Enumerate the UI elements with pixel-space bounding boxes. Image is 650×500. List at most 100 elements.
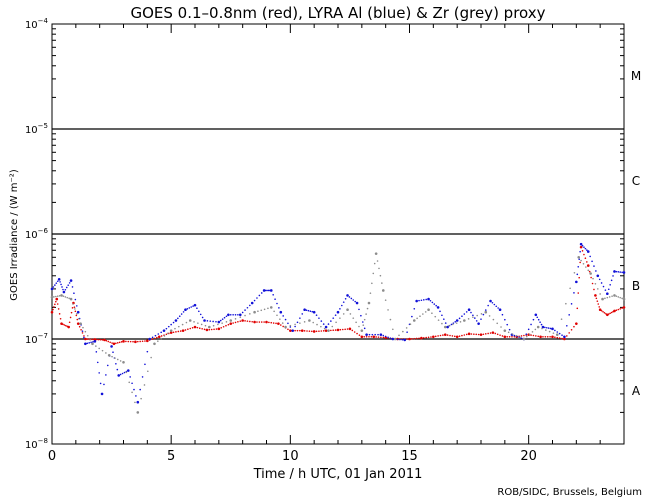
data-point-fill <box>544 326 546 329</box>
data-point-fill <box>487 332 489 335</box>
data-point-fill <box>617 296 620 298</box>
data-point-fill <box>86 334 89 337</box>
data-point-fill <box>363 327 366 330</box>
data-point-fill <box>279 318 281 320</box>
data-point <box>613 309 616 313</box>
data-point <box>69 279 73 282</box>
data-point-fill <box>116 342 119 344</box>
data-point-fill <box>141 376 144 378</box>
data-point-fill <box>566 335 568 337</box>
data-point-fill <box>74 308 76 310</box>
data-point-fill <box>165 327 168 330</box>
data-point-fill <box>143 384 146 386</box>
data-point <box>355 301 359 305</box>
data-point-fill <box>212 324 215 327</box>
data-point-fill <box>114 357 116 359</box>
data-point-fill <box>344 297 347 300</box>
data-point-fill <box>583 253 585 256</box>
data-point-fill <box>480 313 483 315</box>
data-point-fill <box>260 292 263 294</box>
data-point <box>253 310 256 314</box>
data-point-fill <box>418 337 420 340</box>
data-point <box>503 335 507 339</box>
data-point-fill <box>151 338 153 341</box>
data-point-fill <box>425 298 427 301</box>
data-point-fill <box>323 327 326 330</box>
data-point <box>193 325 197 329</box>
data-point-fill <box>308 330 311 332</box>
data-point <box>193 303 197 307</box>
y-tick-label: 10−4 <box>25 17 49 31</box>
data-point-fill <box>258 321 261 323</box>
data-point <box>169 329 173 332</box>
data-point-fill <box>237 320 239 323</box>
data-point-fill <box>593 265 595 267</box>
data-point <box>346 308 349 312</box>
data-point-fill <box>431 301 434 304</box>
data-point-fill <box>165 333 168 336</box>
data-point-fill <box>389 318 392 321</box>
data-point-fill <box>477 333 480 336</box>
plot-area: 0 5 10 15 20 10−8 10−7 10−6 10−5 10−4 A B C M <box>25 17 641 464</box>
data-point-fill <box>371 333 374 336</box>
data-point-fill <box>455 322 458 324</box>
data-point <box>427 308 430 312</box>
data-point-fill <box>525 335 528 338</box>
data-point-fill <box>90 341 92 344</box>
x-tick-label: 15 <box>401 449 418 464</box>
data-point <box>367 301 371 305</box>
data-point-fill <box>123 371 126 374</box>
data-point-fill <box>306 330 308 332</box>
data-point-fill <box>593 288 595 291</box>
data-point-fill <box>249 304 251 307</box>
data-point <box>479 333 483 336</box>
data-point-fill <box>373 262 376 265</box>
data-point-fill <box>348 296 351 298</box>
data-point-fill <box>368 333 371 336</box>
data-point <box>534 313 538 317</box>
data-point-fill <box>53 306 55 308</box>
data-point <box>381 289 385 292</box>
data-point <box>57 278 61 281</box>
data-point-fill <box>320 330 323 332</box>
data-point <box>539 335 542 339</box>
data-point <box>50 310 54 314</box>
data-point-fill <box>221 318 224 320</box>
data-point-fill <box>604 289 607 291</box>
data-point-fill <box>62 288 64 291</box>
data-point <box>291 329 295 332</box>
data-point-fill <box>131 391 133 394</box>
data-point-fill <box>232 314 234 316</box>
data-point-fill <box>311 310 314 313</box>
data-point <box>575 280 578 284</box>
data-point-fill <box>54 303 56 306</box>
data-point <box>455 335 459 339</box>
data-point-fill <box>355 321 357 324</box>
data-point-fill <box>396 338 399 341</box>
data-point-fill <box>434 315 437 318</box>
data-point-fill <box>458 335 461 337</box>
data-point-fill <box>305 309 308 312</box>
data-point-fill <box>595 270 597 272</box>
data-point-fill <box>221 322 223 324</box>
data-point-fill <box>581 250 584 252</box>
data-point-fill <box>260 321 263 323</box>
data-point-fill <box>59 317 62 320</box>
data-point-fill <box>586 261 588 263</box>
data-point-fill <box>570 328 573 331</box>
data-point-fill <box>548 330 551 333</box>
data-point-fill <box>443 318 445 320</box>
data-point <box>336 310 340 314</box>
data-point-fill <box>596 300 599 302</box>
data-point-fill <box>178 315 181 317</box>
data-point-fill <box>223 316 226 319</box>
data-point-fill <box>342 301 345 303</box>
data-point-fill <box>320 325 322 328</box>
data-point-fill <box>568 332 570 334</box>
data-point-fill <box>56 280 59 283</box>
data-point-fill <box>219 319 222 322</box>
data-point-fill <box>387 336 389 339</box>
data-point-fill <box>598 278 601 281</box>
data-point-fill <box>156 336 158 339</box>
data-point-fill <box>523 334 525 337</box>
